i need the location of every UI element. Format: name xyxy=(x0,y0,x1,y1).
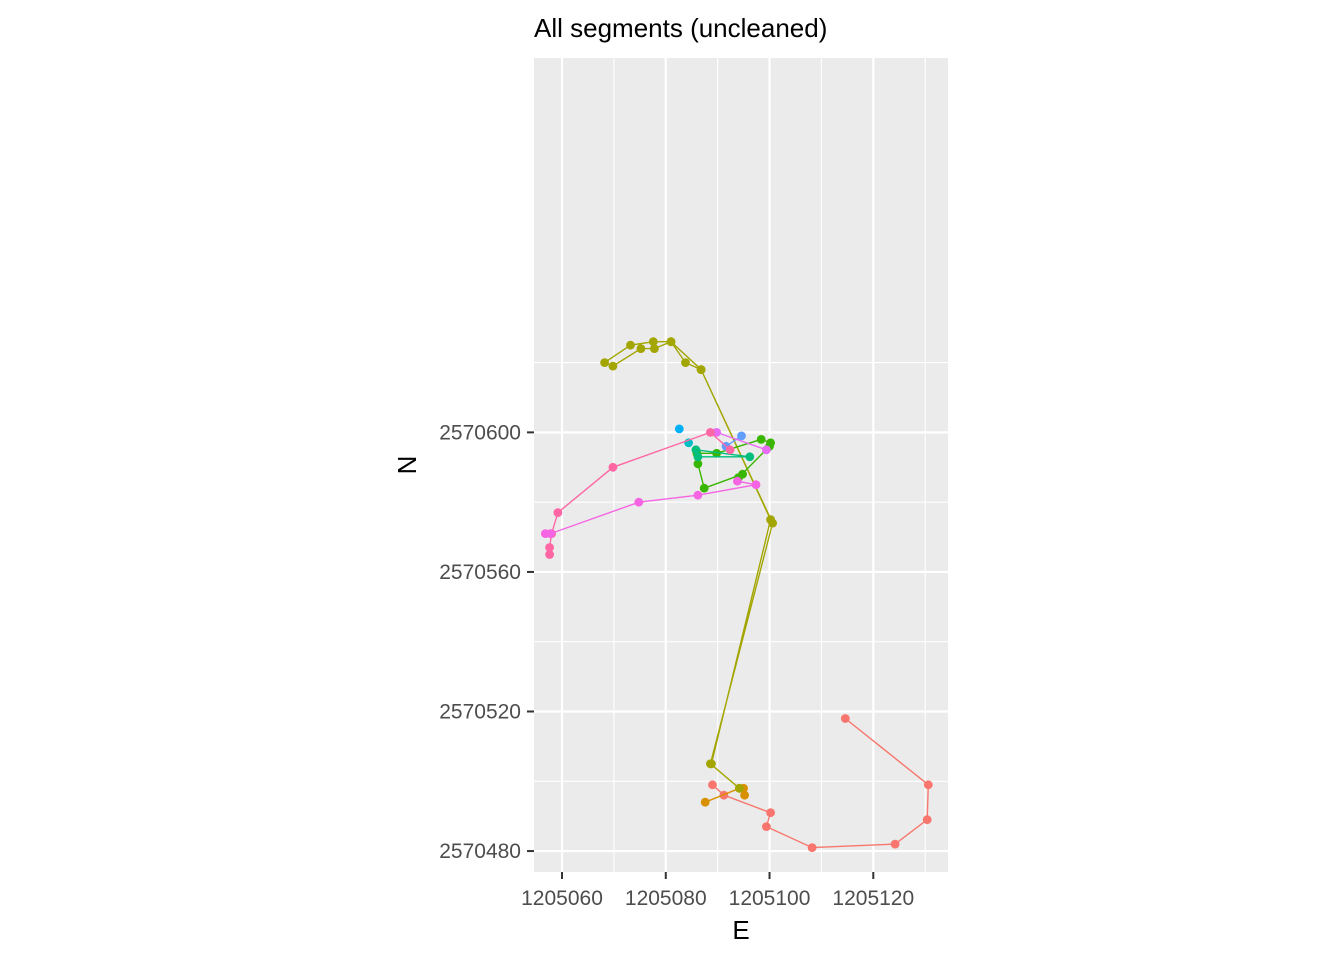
axis-tick-labels: 1205060 1205080 1205100 1205120 2570480 25705… xyxy=(439,421,914,910)
x-tick-label: 1205080 xyxy=(625,887,707,910)
series-5 xyxy=(691,445,755,462)
data-point xyxy=(725,445,735,455)
y-axis-title: N xyxy=(392,456,422,475)
panel-background xyxy=(534,58,948,872)
data-point xyxy=(693,452,703,462)
data-point xyxy=(545,550,554,559)
data-point xyxy=(890,839,900,849)
data-point xyxy=(691,445,701,455)
data-point xyxy=(707,759,716,769)
data-point xyxy=(737,431,746,441)
data-point xyxy=(553,508,563,517)
data-point xyxy=(708,780,717,790)
data-point xyxy=(766,808,775,818)
series-11 xyxy=(541,476,761,538)
series-layer xyxy=(541,337,933,852)
data-point xyxy=(840,714,850,723)
data-point xyxy=(735,783,744,793)
data-point xyxy=(706,428,715,437)
chart-title: All segments (uncleaned) xyxy=(534,13,827,43)
data-point xyxy=(666,337,676,347)
data-point xyxy=(693,459,703,469)
data-point xyxy=(922,815,932,825)
data-point xyxy=(756,435,766,444)
data-point xyxy=(674,424,684,434)
series-9 xyxy=(712,428,771,455)
data-point xyxy=(762,822,771,831)
x-axis-title: E xyxy=(732,915,749,945)
data-point xyxy=(699,483,709,493)
data-point xyxy=(634,497,644,507)
data-point xyxy=(546,529,555,538)
data-point xyxy=(923,780,933,790)
x-tick-label: 1205100 xyxy=(729,887,811,910)
series-7 xyxy=(674,424,684,434)
data-point xyxy=(681,358,690,367)
axis-ticks xyxy=(527,431,875,879)
data-point xyxy=(740,790,749,800)
major-gridlines xyxy=(534,58,948,872)
data-point xyxy=(807,843,817,852)
data-point xyxy=(751,480,761,490)
data-point xyxy=(700,797,710,807)
data-point xyxy=(733,476,742,486)
data-point xyxy=(766,515,775,524)
data-point xyxy=(693,490,703,500)
data-point xyxy=(745,452,755,462)
data-point xyxy=(650,344,659,353)
data-point xyxy=(762,445,771,455)
y-tick-label: 2570520 xyxy=(439,701,521,724)
y-tick-label: 2570480 xyxy=(439,840,521,863)
series-9-line xyxy=(716,431,767,451)
x-tick-label: 1205060 xyxy=(521,887,603,910)
x-tick-label: 1205120 xyxy=(832,887,914,910)
data-point xyxy=(600,358,609,367)
data-point xyxy=(712,448,721,458)
data-point xyxy=(545,543,554,552)
y-tick-label: 2570600 xyxy=(439,421,521,444)
data-point xyxy=(648,337,658,347)
data-point xyxy=(636,344,646,353)
y-tick-label: 2570560 xyxy=(439,561,521,584)
data-point xyxy=(712,428,721,437)
data-point xyxy=(626,340,635,350)
data-point xyxy=(696,365,706,374)
data-point xyxy=(608,361,618,371)
data-point xyxy=(608,462,618,472)
